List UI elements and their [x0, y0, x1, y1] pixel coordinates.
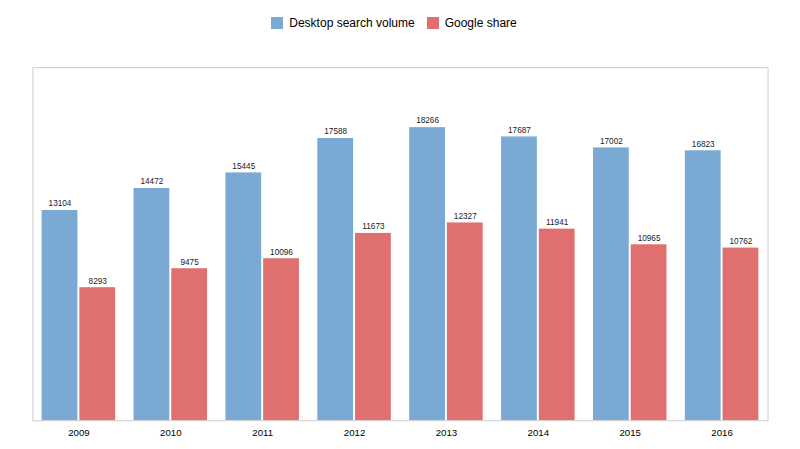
svg-text:17687: 17687: [508, 125, 531, 134]
svg-text:11941: 11941: [546, 218, 569, 227]
html-text:Google share: Google share: [444, 15, 517, 30]
html-text:Desktop search volume: Desktop search volume: [289, 15, 415, 30]
svg-text:12327: 12327: [454, 212, 477, 221]
svg-text:2011: 2011: [252, 427, 273, 438]
svg-text:2016: 2016: [711, 427, 732, 438]
svg-text:11673: 11673: [362, 222, 385, 231]
svg-text:10762: 10762: [730, 237, 753, 246]
svg-text:15445: 15445: [232, 161, 255, 170]
svg-text:2015: 2015: [619, 427, 640, 438]
svg-text:2009: 2009: [68, 427, 89, 438]
svg-text:17588: 17588: [324, 127, 347, 136]
svg-text:16823: 16823: [692, 139, 715, 148]
svg-text:10096: 10096: [270, 247, 293, 256]
svg-text:18266: 18266: [416, 116, 439, 125]
svg-text:9475: 9475: [180, 257, 199, 266]
svg-text:2014: 2014: [528, 427, 550, 438]
svg-text:10965: 10965: [638, 233, 661, 242]
svg-text:14472: 14472: [140, 177, 163, 186]
svg-text:2010: 2010: [160, 427, 181, 438]
svg-text:8293: 8293: [89, 276, 108, 285]
svg-text:2013: 2013: [436, 427, 457, 438]
svg-text:2012: 2012: [344, 427, 365, 438]
svg-text:17002: 17002: [600, 136, 623, 145]
svg-text:13104: 13104: [49, 199, 72, 208]
